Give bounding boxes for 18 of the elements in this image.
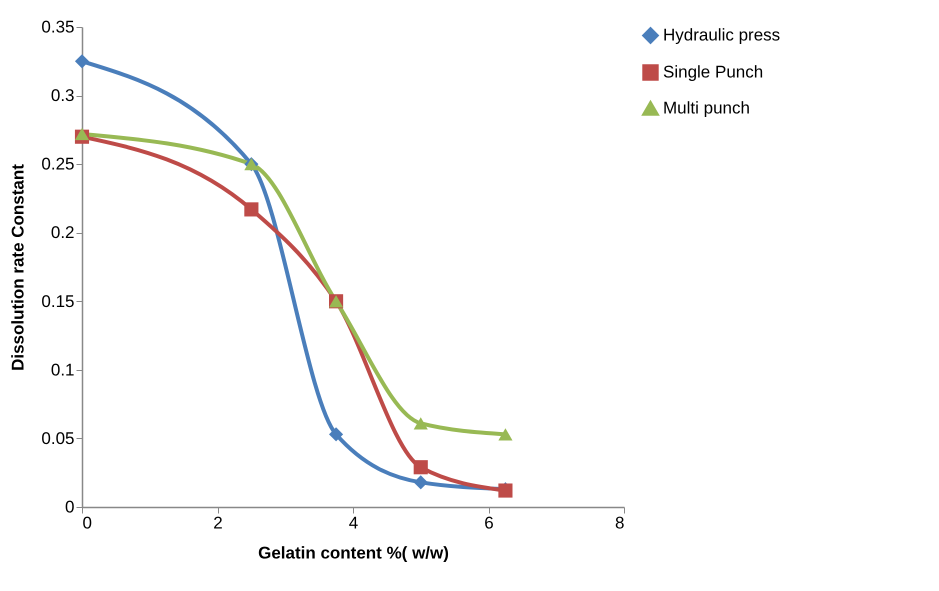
y-tick-label: 0 <box>65 498 74 516</box>
x-tick-label: 6 <box>484 514 494 532</box>
y-tick-label: 0.1 <box>50 360 74 380</box>
y-tick-label: 0.3 <box>50 86 74 106</box>
legend-label: Multi punch <box>663 98 750 118</box>
y-tick-label: 0.2 <box>50 223 74 242</box>
x-tick-label: 4 <box>348 514 358 532</box>
y-tick-label: 0.15 <box>41 292 74 311</box>
legend-label: Single Punch <box>663 62 764 82</box>
legend-label: Hydraulic press <box>663 26 780 44</box>
y-tick-label: 0.25 <box>41 154 74 174</box>
y-tick-label: 0.05 <box>41 428 74 448</box>
x-tick-label: 2 <box>213 514 223 532</box>
x-tick-label: 0 <box>82 514 92 532</box>
y-tick-label: 0.35 <box>41 18 74 36</box>
x-axis-title: Gelatin content %( w/w) <box>258 544 449 562</box>
x-tick-label: 8 <box>615 514 624 532</box>
y-axis-title: Dissolution rate Constant <box>8 164 28 371</box>
